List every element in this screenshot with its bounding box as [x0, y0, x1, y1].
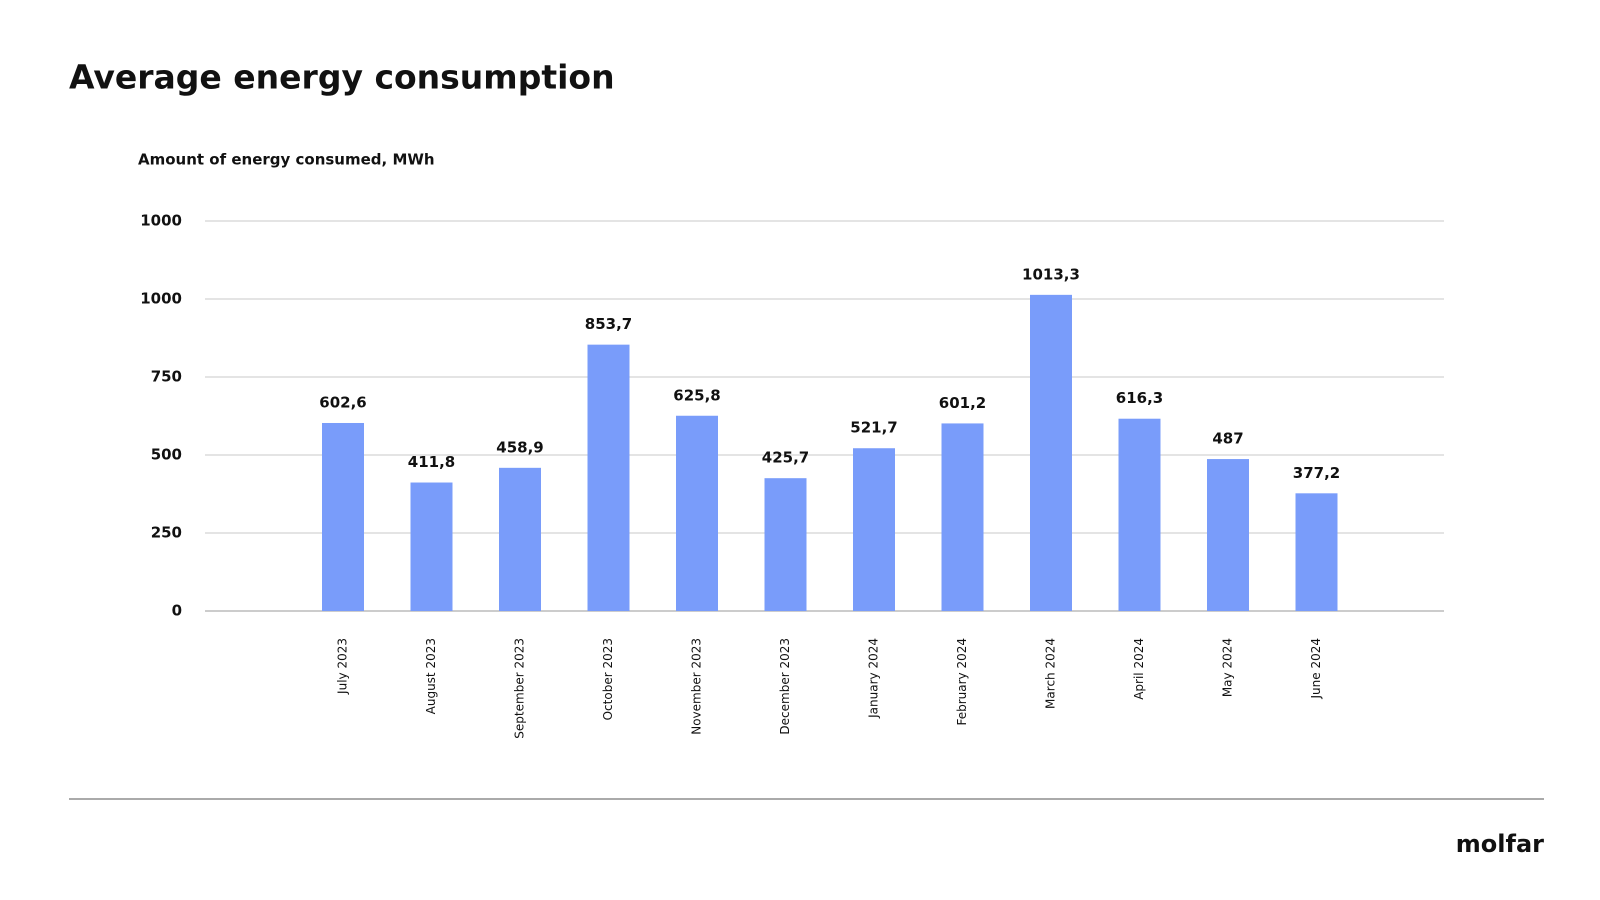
data-label: 853,7	[585, 315, 632, 333]
bar	[1030, 294, 1072, 611]
data-label: 411,8	[408, 453, 455, 471]
x-tick-label: January 2024	[867, 638, 881, 719]
bar	[410, 482, 453, 611]
x-tick-label: December 2023	[778, 638, 792, 735]
x-tick-label: February 2024	[955, 638, 969, 726]
bar	[499, 467, 541, 611]
data-label: 1013,3	[1022, 265, 1080, 283]
chart-title: Average energy consumption	[69, 58, 615, 97]
data-label: 521,7	[850, 419, 897, 437]
bar	[322, 422, 364, 611]
x-tick-label: August 2023	[424, 638, 438, 714]
y-tick-label: 0	[172, 602, 182, 620]
bar	[853, 448, 895, 611]
x-tick-label: March 2024	[1044, 638, 1058, 709]
data-label: 487	[1212, 430, 1243, 448]
bar	[941, 423, 984, 611]
data-label: 377,2	[1293, 464, 1340, 482]
data-label: 601,2	[939, 394, 986, 412]
data-label: 425,7	[762, 449, 809, 467]
bar	[764, 478, 807, 611]
x-tick-label: October 2023	[601, 638, 615, 720]
x-tick-label: November 2023	[690, 638, 704, 735]
y-tick-label: 500	[151, 446, 182, 464]
bar	[1295, 493, 1338, 611]
data-label: 616,3	[1116, 389, 1163, 407]
y-tick-label: 1000	[140, 290, 182, 308]
y-tick-label: 250	[151, 524, 182, 542]
x-tick-label: April 2024	[1132, 638, 1146, 700]
bar	[587, 344, 630, 611]
bar	[676, 415, 718, 611]
x-tick-label: May 2024	[1221, 638, 1235, 697]
bar	[1207, 459, 1249, 611]
data-label: 625,8	[673, 386, 720, 404]
x-tick-label: September 2023	[513, 638, 527, 739]
y-tick-label: 750	[151, 368, 182, 386]
data-label: 602,6	[319, 393, 366, 411]
x-tick-label: July 2023	[336, 638, 350, 695]
bar	[1118, 418, 1161, 611]
y-tick-label: 1000	[140, 212, 182, 230]
logo: molfar	[1456, 830, 1544, 858]
y-axis-label: Amount of energy consumed, MWh	[138, 151, 435, 169]
data-label: 458,9	[496, 438, 543, 456]
x-tick-label: June 2024	[1309, 638, 1323, 700]
